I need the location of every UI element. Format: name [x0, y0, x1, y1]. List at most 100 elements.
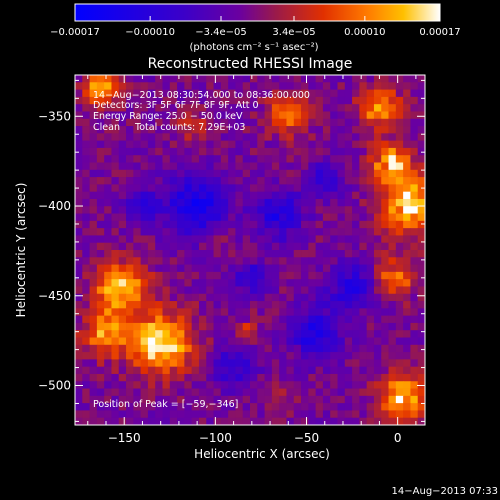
heatmap-cell [337, 308, 346, 317]
heatmap-cell [235, 213, 244, 222]
heatmap-cell [403, 126, 411, 134]
heatmap-cell [206, 417, 214, 426]
heatmap-cell [235, 140, 244, 149]
heatmap-cell [220, 89, 229, 98]
heatmap-cell [388, 96, 397, 105]
heatmap-cell [286, 264, 295, 273]
heatmap-cell [89, 250, 98, 258]
heatmap-cell [206, 271, 214, 280]
heatmap-cell [228, 220, 236, 229]
heatmap-cell [140, 403, 149, 411]
heatmap-cell [228, 126, 236, 134]
heatmap-cell [257, 286, 265, 295]
heatmap-cell [111, 359, 120, 368]
heatmap-cell [410, 264, 419, 273]
heatmap-cell [250, 330, 258, 338]
heatmap-cell [155, 388, 163, 397]
heatmap-cell [228, 82, 236, 90]
heatmap-cell [118, 417, 127, 426]
heatmap-cell [140, 140, 149, 149]
heatmap-cell [220, 126, 229, 134]
heatmap-cell [250, 169, 258, 178]
heatmap-cell [169, 388, 178, 397]
heatmap-cell [388, 271, 397, 280]
heatmap-cell [104, 89, 112, 98]
heatmap-cell [395, 308, 404, 317]
heatmap-cell [293, 352, 302, 360]
heatmap-cell [271, 337, 280, 346]
heatmap-cell [308, 322, 317, 331]
colorbar-tick-label: −0.00010 [125, 27, 175, 38]
heatmap-cell [381, 177, 389, 185]
heatmap-cell [250, 155, 258, 163]
heatmap-cell [133, 322, 142, 331]
y-tick-label: −450 [38, 289, 71, 303]
heatmap-cell [301, 373, 309, 382]
heatmap-cell [388, 184, 397, 193]
heatmap-cell [301, 228, 309, 236]
heatmap-cell [359, 177, 368, 185]
heatmap-cell [198, 373, 207, 382]
heatmap-cell [220, 162, 229, 171]
heatmap-cell [359, 403, 368, 411]
heatmap-cell [395, 257, 404, 265]
heatmap-cell [301, 198, 309, 207]
heatmap-cell [228, 111, 236, 120]
heatmap-cell [126, 118, 134, 127]
heatmap-cell [293, 220, 302, 229]
heatmap-cell [315, 235, 324, 244]
heatmap-cell [235, 104, 244, 112]
heatmap-cell [279, 155, 287, 163]
heatmap-cell [359, 352, 368, 360]
heatmap-cell [271, 264, 280, 273]
heatmap-cell [242, 235, 251, 244]
heatmap-cell [147, 177, 156, 185]
heatmap-cell [366, 271, 375, 280]
heatmap-cell [118, 198, 127, 207]
heatmap-cell [133, 191, 142, 200]
heatmap-cell [250, 126, 258, 134]
heatmap-cell [366, 366, 375, 375]
heatmap-cell [96, 155, 105, 163]
heatmap-cell [126, 337, 134, 346]
heatmap-cell [322, 344, 331, 353]
heatmap-cell [155, 293, 163, 302]
heatmap-cell [308, 395, 317, 404]
heatmap-cell [177, 89, 185, 98]
heatmap-cell [169, 257, 178, 265]
heatmap-cell [104, 206, 112, 214]
heatmap-cell [417, 75, 426, 83]
heatmap-cell [235, 373, 244, 382]
heatmap-cell [279, 220, 287, 229]
heatmap-cell [322, 235, 331, 244]
heatmap-cell [366, 147, 375, 156]
heatmap-cell [366, 322, 375, 331]
heatmap-cell [308, 118, 317, 127]
heatmap-cell [337, 417, 346, 426]
heatmap-cell [381, 381, 389, 389]
heatmap-cell [242, 395, 251, 404]
heatmap-cell [250, 344, 258, 353]
heatmap-cell [75, 301, 83, 309]
heatmap-cell [352, 366, 360, 375]
heatmap-cell [169, 410, 178, 419]
heatmap-cell [330, 147, 338, 156]
heatmap-cell [198, 264, 207, 273]
heatmap-cell [235, 344, 244, 353]
heatmap-cell [220, 96, 229, 105]
heatmap-cell [206, 118, 214, 127]
heatmap-cell [75, 337, 83, 346]
heatmap-cell [410, 228, 419, 236]
heatmap-cell [410, 344, 419, 353]
heatmap-cell [177, 301, 185, 309]
heatmap-cell [366, 118, 375, 127]
heatmap-cell [111, 344, 120, 353]
heatmap-cell [155, 220, 163, 229]
heatmap-cell [140, 271, 149, 280]
heatmap-cell [366, 162, 375, 171]
heatmap-cell [322, 381, 331, 389]
heatmap-cell [133, 96, 142, 105]
heatmap-cell [169, 308, 178, 317]
heatmap-cell [366, 198, 375, 207]
heatmap-cell [96, 111, 105, 120]
